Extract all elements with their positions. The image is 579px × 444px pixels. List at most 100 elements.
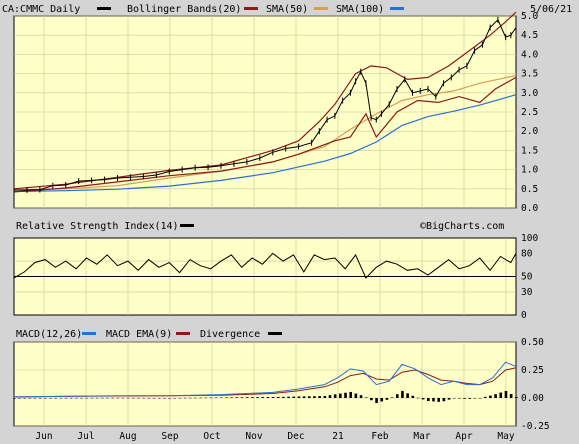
divergence-bar (256, 397, 259, 398)
divergence-bar (344, 392, 347, 398)
price-tick-label: 2.0 (521, 126, 538, 137)
rsi-line (13, 252, 517, 279)
divergence-bar (85, 397, 89, 399)
month-label: Jul (77, 431, 94, 442)
divergence-bar (432, 398, 435, 402)
divergence-bar (318, 396, 321, 398)
divergence-bar (375, 398, 378, 404)
divergence-bar (59, 397, 63, 399)
divergence-bar (100, 397, 104, 399)
divergence-bar (313, 396, 316, 398)
symbol-label: CA:CMMC Daily (2, 4, 80, 15)
divergence-bar (385, 398, 389, 400)
price-legend-swatch (97, 7, 111, 10)
divergence-bar (302, 396, 306, 398)
divergence-bar (390, 397, 394, 398)
divergence-bar (214, 397, 218, 399)
divergence-bar (75, 397, 78, 399)
grid-lines (14, 15, 516, 427)
divergence-bar (271, 396, 275, 398)
series-layer (13, 11, 518, 404)
macd-title: MACD(12,26) (16, 329, 82, 340)
divergence-bar (116, 397, 120, 399)
divergence-bar (483, 396, 487, 398)
month-label: Nov (245, 431, 262, 442)
date-label: 5/06/21 (530, 4, 572, 15)
divergence-bar (380, 398, 384, 402)
divergence-bar (245, 397, 249, 398)
month-label: Apr (455, 431, 472, 442)
divergence-bar (442, 398, 446, 402)
divergence-bar (126, 397, 130, 399)
divergence-bar (364, 397, 368, 398)
divergence-bar (339, 393, 342, 398)
month-label: 21 (332, 431, 344, 442)
macd-tick-label: 0.50 (521, 337, 544, 348)
macd-tick-label: -0.25 (521, 421, 550, 432)
month-label: Jun (35, 431, 52, 442)
divergence-bar (427, 398, 430, 402)
divergence-bar (452, 398, 456, 399)
price-tick-label: 5.0 (521, 11, 538, 22)
divergence-bar (235, 397, 239, 398)
rsi-title: Relative Strength Index(14) (16, 221, 179, 232)
divergence-bar (287, 396, 290, 398)
price-tick-label: 1.0 (521, 165, 538, 176)
divergence-bar (494, 394, 497, 398)
month-label: Aug (119, 431, 136, 442)
divergence-bar (473, 398, 477, 399)
sma100-legend-swatch (390, 7, 404, 10)
divergence-bar (13, 398, 16, 399)
divergence-bar (132, 397, 135, 399)
divergence-bar (240, 397, 244, 398)
divergence-bar (282, 396, 285, 398)
divergence-bar (468, 398, 472, 399)
month-label: Dec (287, 431, 304, 442)
divergence-bar (458, 398, 461, 399)
divergence-bar (152, 397, 156, 399)
divergence-bar (157, 397, 161, 399)
divergence-bar (499, 392, 503, 398)
macd-line (13, 361, 517, 398)
rsi-tick-label: 0 (521, 310, 527, 321)
divergence-bar (163, 397, 166, 399)
rsi-tick-label: 30 (521, 287, 533, 298)
divergence-bar (463, 398, 466, 399)
divergence-bar (333, 394, 337, 398)
divergence-bar (395, 394, 399, 398)
divergence-bar (515, 396, 518, 398)
divergence-bar (406, 393, 409, 398)
price-tick-label: 2.5 (521, 107, 538, 118)
divergence-bar (230, 397, 233, 398)
divergence-bar (38, 397, 42, 399)
divergence-bar (23, 397, 26, 399)
divergence-bar (478, 398, 482, 399)
divergence-bar (261, 397, 265, 398)
divergence-bar (111, 397, 114, 399)
bollinger-legend-swatch (244, 7, 258, 10)
series-sma-50- (13, 74, 517, 191)
divergence-bar (28, 397, 32, 399)
divergence-bar (80, 397, 83, 399)
price-tick-label: 4.5 (521, 30, 538, 41)
price-tick-label: 0.0 (521, 203, 538, 214)
rsi-tick-label: 80 (521, 248, 533, 259)
divergence-bar (95, 397, 99, 399)
divergence-bar (354, 393, 358, 398)
price-tick-label: 3.0 (521, 88, 538, 99)
divergence-bar (33, 397, 37, 399)
divergence-bar (447, 398, 451, 400)
rsi-tick-label: 100 (521, 233, 538, 244)
divergence-bar (204, 397, 208, 399)
divergence-legend-swatch (268, 332, 282, 335)
divergence-bar (297, 396, 301, 398)
month-label: Feb (371, 431, 388, 442)
divergence-bar (209, 397, 213, 399)
divergence-bar (168, 398, 171, 399)
divergence-bar (199, 397, 202, 399)
divergence-bar (64, 397, 68, 399)
divergence-bar (137, 397, 140, 399)
divergence-bar (121, 397, 125, 399)
